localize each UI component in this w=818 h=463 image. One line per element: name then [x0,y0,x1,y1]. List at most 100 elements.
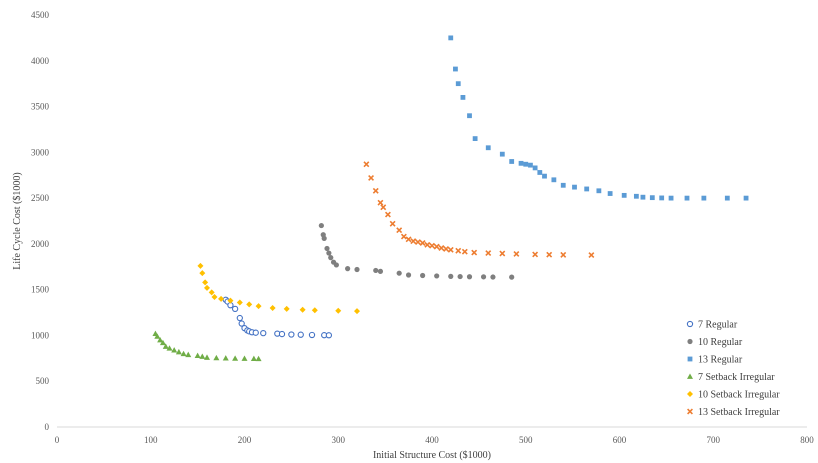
x-tick-label: 300 [332,435,346,445]
data-point [227,297,234,304]
data-point [238,320,245,327]
legend-item: 7 Regular [686,320,738,331]
data-point [542,173,547,179]
series-6 [363,161,595,259]
data-point [572,184,577,190]
data-point [311,307,318,314]
data-point [743,195,749,201]
data-point [368,175,375,181]
data-point [640,194,646,200]
data-point [204,284,210,291]
legend-label: 10 Regular [698,337,743,348]
data-point [232,355,239,361]
x-tick-label: 400 [425,435,439,445]
data-point [218,295,225,302]
y-tick-label: 3500 [31,102,50,112]
data-point [185,351,192,358]
legend: 7 Regular 10 Regular 13 Regular 7 Setback I… [686,320,780,418]
data-point [485,250,492,257]
x-tick-label: 100 [144,435,158,445]
data-point [499,250,506,257]
series-3 [448,35,749,201]
data-point [372,187,379,194]
legend-item: 10 Setback Irregular [687,390,780,401]
data-point [162,343,169,349]
series-4 [152,330,262,362]
legend-label: 7 Setback Irregular [698,372,775,383]
data-point [373,267,379,274]
data-point [208,289,215,296]
x-axis-title: Initial Structure Cost ($1000) [373,450,491,461]
series-5 [197,262,360,315]
data-point [246,301,253,308]
data-point [297,331,304,338]
data-point [509,274,515,280]
data-point [199,270,206,277]
data-point [443,245,450,252]
data-point [159,339,166,346]
data-point [154,333,161,339]
data-point [596,188,602,194]
legend-marker [687,356,693,362]
data-point [396,227,403,234]
x-tick-label: 0 [55,435,60,445]
data-point [518,160,524,166]
legend-label: 13 Setback Irregular [698,407,780,418]
data-point [461,248,468,255]
data-point [333,262,339,268]
data-point [485,145,491,151]
data-point [414,239,421,246]
y-tick-label: 0 [45,422,50,432]
data-points [152,35,749,362]
data-point [400,233,407,240]
data-point [419,240,426,246]
data-point [260,330,267,337]
data-point [532,251,539,258]
data-point [180,350,187,357]
data-point [384,211,391,218]
data-point [472,136,478,141]
legend-marker [686,320,694,328]
data-point [438,245,445,251]
series-1 [222,296,333,339]
data-point [560,182,566,188]
data-point [457,273,463,280]
data-point [448,273,454,279]
y-tick-label: 2500 [31,193,50,203]
data-point [649,195,655,201]
data-point [236,299,243,306]
data-point [513,250,520,257]
data-point [175,348,182,355]
data-point [236,314,243,322]
data-point [499,151,505,157]
data-point [211,293,218,300]
data-point [288,331,295,338]
data-point [467,113,472,119]
data-point [166,345,173,351]
data-point [434,273,440,279]
data-point [389,220,396,227]
data-point [448,35,454,41]
data-point [560,251,567,258]
x-tick-label: 500 [519,435,533,445]
y-axis-title: Life Cycle Cost ($1000) [12,172,23,269]
legend-item: 13 Setback Irregular [687,407,780,418]
x-axis-ticks: 0 100 200 300 400 500 600 700 800 [55,435,815,445]
data-point [241,355,248,361]
data-point [466,274,473,280]
y-tick-label: 4000 [31,56,50,66]
data-point [252,329,259,336]
data-point [460,95,466,100]
data-point [424,241,431,248]
data-point [308,331,316,339]
x-tick-label: 700 [707,435,721,445]
legend-marker [687,391,693,397]
data-point [326,250,332,256]
data-point [480,274,487,280]
data-point [318,222,324,229]
series-2 [318,222,515,280]
data-point [471,249,478,256]
data-point [324,245,330,252]
legend-item: 10 Regular [687,337,743,348]
data-point [584,186,590,192]
